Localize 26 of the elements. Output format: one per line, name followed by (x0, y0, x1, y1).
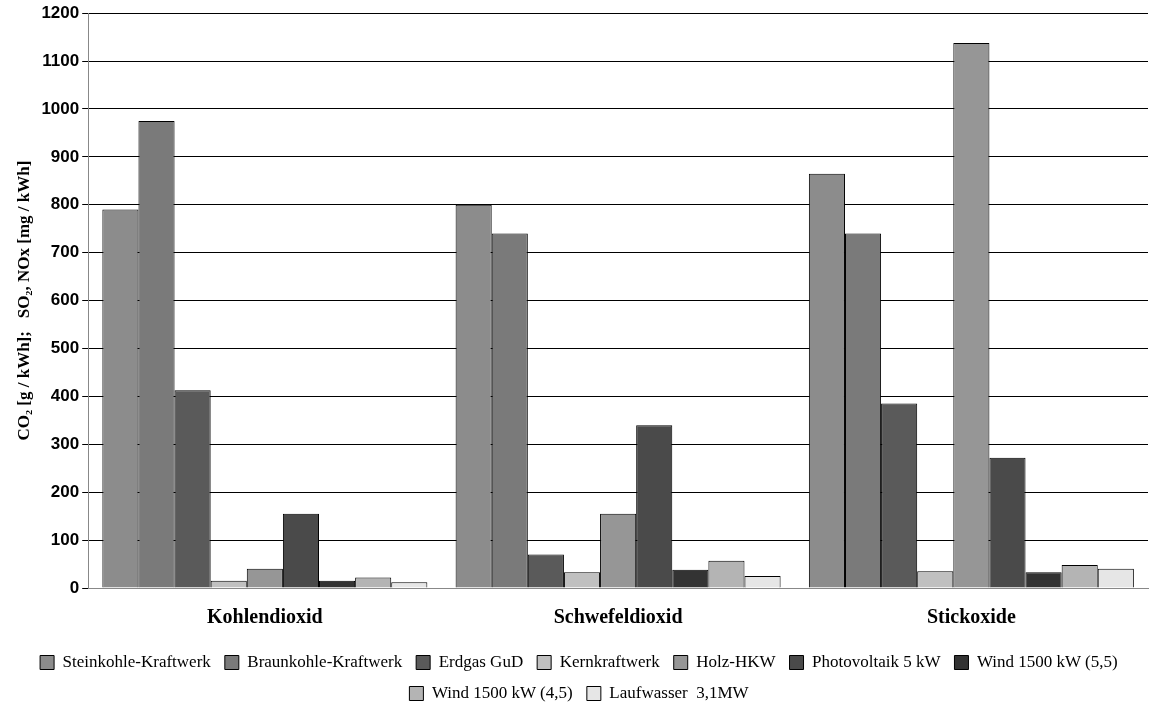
y-tick-label: 1000 (41, 98, 80, 118)
y-tick-label: 300 (50, 433, 80, 453)
y-tick-label: 0 (69, 577, 80, 597)
y-tick-label: 1200 (41, 2, 80, 22)
y-tick-label: 900 (50, 146, 80, 166)
y-tick-label: 700 (50, 242, 80, 262)
legend-label: Erdgas GuD (438, 651, 524, 671)
legend-label: Wind 1500 kW (4,5) (431, 682, 573, 702)
legend-label: Holz-HKW (696, 651, 777, 671)
y-tick-label: 100 (50, 529, 80, 549)
x-tick-label: Schwefeldioxid (553, 605, 683, 628)
y-tick-label: 1100 (42, 50, 80, 70)
legend-label: Wind 1500 kW (5,5) (976, 651, 1118, 671)
legend-label: Steinkohle-Kraftwerk (62, 651, 212, 671)
legend-label: Laufwasser 3,1MW (609, 682, 750, 702)
legend-label: Photovoltaik 5 kW (812, 651, 942, 671)
y-axis-title: CO₂ [g / kWh]; SO₂, NOx [mg / kWh] (13, 160, 33, 441)
x-tick-label: Kohlendioxid (207, 605, 323, 628)
legend-label: Braunkohle-Kraftwerk (247, 651, 403, 671)
x-tick-label: Stickoxide (926, 605, 1016, 628)
legend-label: Kernkraftwerk (559, 651, 661, 671)
y-tick-label: 200 (50, 481, 80, 501)
y-tick-label: 400 (50, 386, 80, 406)
y-tick-label: 500 (50, 338, 80, 358)
y-tick-label: 800 (50, 194, 80, 214)
y-tick-label: 600 (50, 290, 80, 310)
